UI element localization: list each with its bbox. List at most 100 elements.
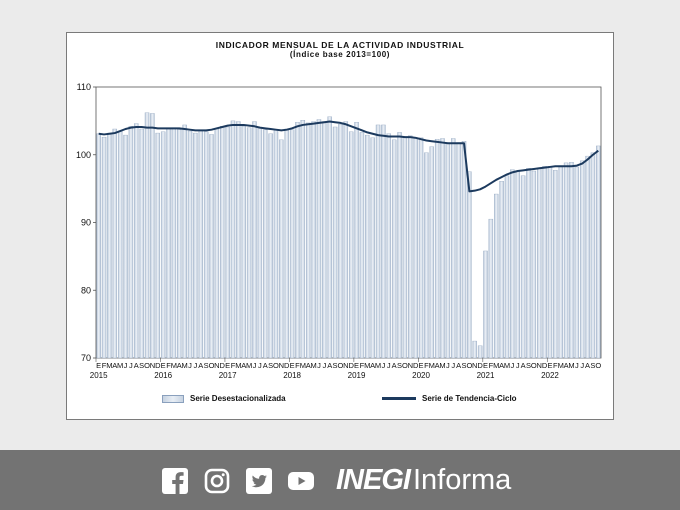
x-tick-label: J: [510, 361, 514, 370]
bar: [569, 162, 574, 359]
bar: [284, 128, 289, 359]
x-tick-label: A: [435, 361, 440, 370]
year-label: 2022: [541, 371, 559, 380]
bar: [257, 127, 263, 359]
bar: [279, 139, 284, 359]
bar: [348, 131, 354, 359]
bar: [359, 132, 365, 359]
bar: [160, 131, 166, 359]
bar: [117, 130, 123, 359]
x-tick-label: N: [408, 361, 413, 370]
bar: [150, 113, 155, 359]
bar: [166, 128, 171, 359]
x-tick-label: M: [364, 361, 370, 370]
x-tick-label: J: [188, 361, 192, 370]
x-tick-label: S: [333, 361, 338, 370]
bar: [596, 145, 601, 359]
x-tick-label: E: [354, 361, 359, 370]
bar: [311, 121, 316, 359]
x-tick-label: J: [516, 361, 520, 370]
x-tick-label: S: [397, 361, 402, 370]
brand-logo: INEGI Informa: [336, 462, 511, 498]
x-tick-label: N: [214, 361, 219, 370]
x-tick-label: J: [317, 361, 321, 370]
bar: [263, 129, 268, 359]
x-tick-label: O: [466, 361, 472, 370]
instagram-icon[interactable]: [204, 468, 230, 494]
legend-swatch-line: [382, 397, 416, 400]
x-tick-label: D: [155, 361, 161, 370]
year-label: 2018: [283, 371, 301, 380]
brand-strong: INEGI: [336, 463, 411, 496]
x-tick-label: S: [590, 361, 595, 370]
youtube-icon[interactable]: [288, 468, 314, 494]
x-tick-label: J: [387, 361, 391, 370]
year-label: 2017: [219, 371, 237, 380]
x-tick-label: E: [483, 361, 488, 370]
x-tick-label: A: [263, 361, 268, 370]
bar: [305, 122, 311, 359]
x-tick-label: A: [198, 361, 203, 370]
bar: [472, 340, 477, 359]
x-tick-label: M: [504, 361, 510, 370]
x-tick-label: O: [531, 361, 537, 370]
legend-label-bars: Serie Desestacionalizada: [190, 394, 286, 403]
year-label: 2019: [348, 371, 366, 380]
bar: [101, 136, 107, 359]
bar: [112, 128, 118, 359]
bar: [209, 134, 214, 359]
bar: [531, 170, 537, 359]
bar: [338, 124, 343, 359]
bar: [241, 126, 246, 359]
twitter-icon[interactable]: [246, 468, 272, 494]
bar: [316, 119, 322, 359]
x-tick-label: M: [106, 361, 112, 370]
bar: [408, 135, 413, 359]
bar: [246, 127, 252, 359]
bar: [515, 170, 520, 359]
chart-legend: Serie Desestacionalizada Serie de Tenden…: [66, 394, 614, 410]
x-tick-label: A: [241, 361, 246, 370]
x-tick-label: M: [310, 361, 316, 370]
x-tick-label: M: [171, 361, 177, 370]
x-tick-label: D: [477, 361, 483, 370]
year-label: 2020: [412, 371, 430, 380]
x-tick-label: F: [424, 361, 429, 370]
bar: [440, 138, 445, 359]
y-tick-label: 70: [81, 353, 91, 363]
bar: [579, 160, 585, 359]
bar: [375, 124, 381, 359]
bar: [193, 132, 198, 359]
bar: [123, 134, 128, 359]
bar: [155, 132, 160, 359]
bar: [386, 133, 392, 359]
bar: [107, 132, 112, 359]
x-tick-label: S: [204, 361, 209, 370]
bar: [139, 128, 144, 359]
bar: [365, 134, 370, 359]
x-tick-label: D: [348, 361, 354, 370]
x-tick-label: F: [166, 361, 171, 370]
x-tick-label: M: [493, 361, 499, 370]
bar: [402, 136, 408, 359]
bar: [225, 126, 230, 359]
x-tick-label: M: [235, 361, 241, 370]
chart-title: INDICADOR MENSUAL DE LA ACTIVIDAD INDUST…: [215, 40, 465, 50]
x-tick-label: O: [338, 361, 344, 370]
bar: [300, 120, 306, 359]
bar: [590, 152, 596, 359]
bar: [214, 128, 220, 359]
bar: [510, 169, 515, 359]
x-tick-label: A: [564, 361, 569, 370]
x-tick-label: M: [246, 361, 252, 370]
bar: [547, 166, 553, 359]
x-tick-label: E: [161, 361, 166, 370]
x-tick-label: A: [499, 361, 504, 370]
x-tick-label: D: [542, 361, 548, 370]
x-tick-label: D: [284, 361, 290, 370]
x-tick-label: N: [343, 361, 348, 370]
bar: [434, 138, 440, 359]
chart-subtitle: (Índice base 2013=100): [289, 50, 391, 59]
bar: [182, 124, 187, 359]
facebook-icon[interactable]: [162, 468, 188, 494]
